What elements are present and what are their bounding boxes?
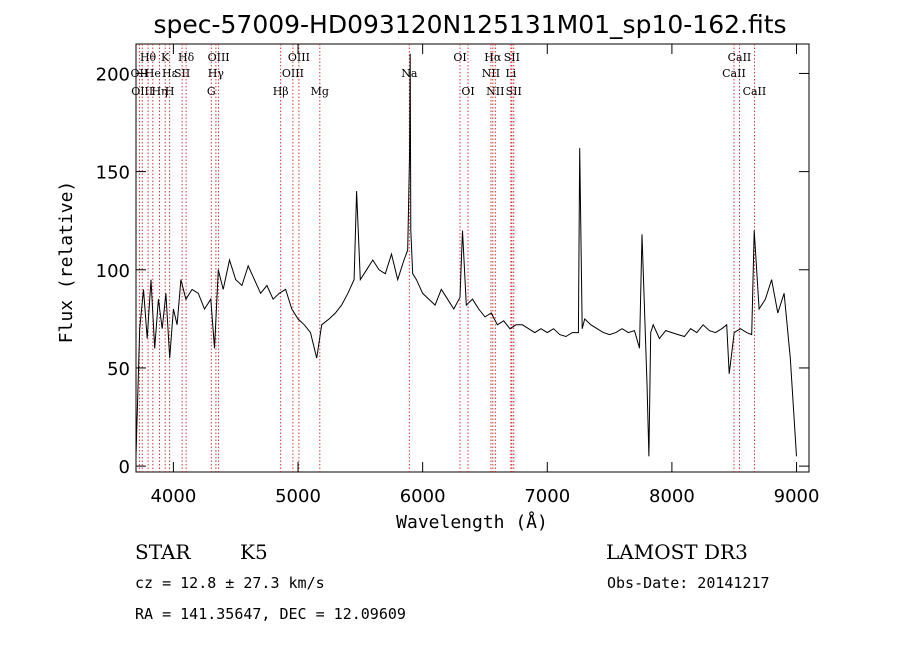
line-marker-label: Hβ [273,85,289,98]
spectrum-line [135,53,797,457]
line-marker-label: Li [505,67,516,80]
y-tick-label: 200 [96,64,130,85]
x-tick-label: 7000 [524,486,570,507]
y-tick-label: 100 [96,261,130,282]
line-marker-label: OI [461,85,474,98]
y-axis-ticks: 0 50 100 150 200 [96,64,809,478]
observation-date: Obs-Date: 20141217 [607,574,770,592]
line-marker-label: Hγ [208,67,225,80]
line-marker-label: Mg [311,85,329,98]
line-marker-label: Hθ [140,51,157,64]
line-marker-label: OIII [131,85,153,98]
line-marker-label: CaII [722,67,746,80]
x-axis-label: Wavelength (Å) [396,511,548,533]
x-axis-ticks: 4000 5000 6000 7000 8000 9000 [150,44,819,507]
line-marker-label: Hη [151,85,167,98]
line-marker-label: K [161,51,170,64]
coordinates: RA = 141.35647, DEC = 12.09609 [135,605,406,623]
survey-name: LAMOST DR3 [606,540,748,564]
line-marker-label: OI [453,51,466,64]
line-marker-label: Hα [484,51,502,64]
line-marker-label: G [207,85,216,98]
redshift-cz: cz = 12.8 ± 27.3 km/s [135,574,325,592]
y-tick-label: 50 [107,359,130,380]
line-marker-label: He [145,67,161,80]
y-tick-label: 0 [119,457,130,478]
line-marker-label: SII [506,85,522,98]
line-marker-label: OIII [208,51,230,64]
plot-frame [135,43,810,473]
x-tick-label: 4000 [150,486,196,507]
x-tick-label: 8000 [649,486,695,507]
line-marker-label: SII [174,67,190,80]
line-marker-label: NII [482,67,500,80]
line-marker-label: OIII [282,67,304,80]
object-subclass: K5 [240,540,268,564]
x-tick-label: 9000 [774,486,820,507]
object-type: STAR [135,540,191,564]
spectral-line-markers [138,44,755,472]
x-tick-label: 5000 [275,486,321,507]
line-marker-label: H [165,85,175,98]
x-tick-label: 6000 [400,486,446,507]
chart-title: spec-57009-HD093120N125131M01_sp10-162.f… [153,10,786,39]
line-marker-label: NII [486,85,504,98]
line-marker-label: SII [504,51,520,64]
line-marker-label: CaII [743,85,767,98]
y-axis-label: Flux (relative) [56,181,77,344]
line-marker-label: OIII [288,51,310,64]
line-marker-label: Hε [162,67,178,80]
line-marker-label: Hδ [178,51,195,64]
line-marker-label: CaII [728,51,752,64]
y-tick-label: 150 [96,163,130,184]
line-marker-label: Na [401,67,418,80]
